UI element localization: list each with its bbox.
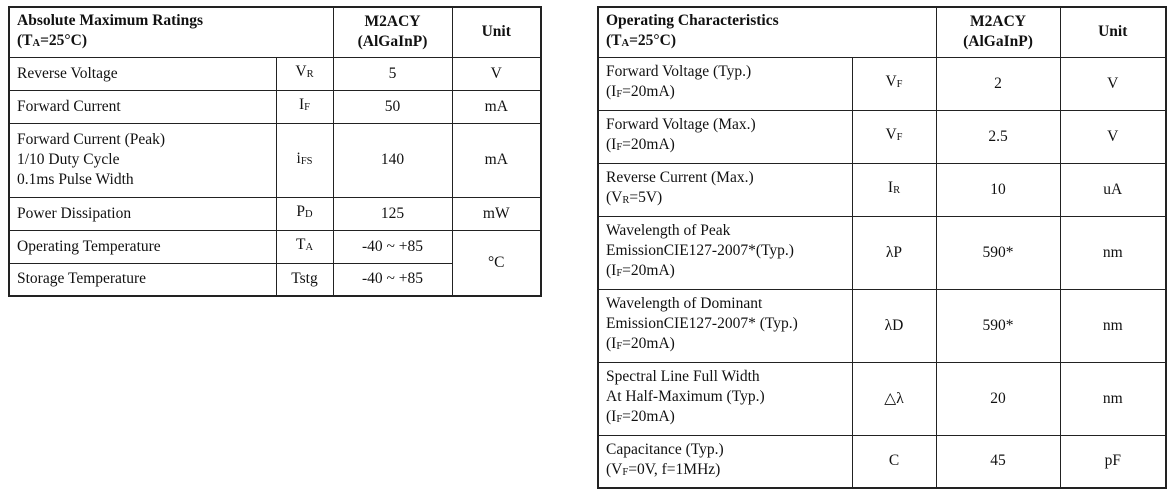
table-header-row: Absolute Maximum Ratings (TA=25°C) M2ACY… (8, 6, 542, 58)
table-row: Forward Voltage (Typ.) (IF=20mA) VF 2 V (597, 56, 1167, 111)
param-cell: Forward Voltage (Max.) (IF=20mA) (597, 109, 853, 164)
param-cell: Reverse Voltage (8, 56, 277, 91)
value-cell: -40 ~ +85 (332, 229, 453, 264)
table-title-cell: Operating Characteristics (TA=25°C) (597, 6, 937, 58)
param-cell: Forward Current (Peak) 1/10 Duty Cycle 0… (8, 122, 277, 198)
table-row: Forward Voltage (Max.) (IF=20mA) VF 2.5 … (597, 109, 1167, 164)
table-row: Spectral Line Full Width At Half-Maximum… (597, 361, 1167, 436)
symbol-cell: VF (851, 56, 937, 111)
value-cell: 45 (935, 434, 1061, 489)
param-cell: Forward Current (8, 89, 277, 124)
unit-cell: nm (1059, 215, 1167, 290)
table-row: Power Dissipation PD 125 mW (8, 196, 542, 231)
value-cell: 10 (935, 162, 1061, 217)
value-cell: 590* (935, 288, 1061, 363)
unit-cell: V (1059, 109, 1167, 164)
value-cell: 2.5 (935, 109, 1061, 164)
param-cell: Operating Temperature (8, 229, 277, 264)
part-number-header: M2ACY (AlGaInP) (935, 6, 1061, 58)
unit-header: Unit (451, 6, 542, 58)
param-cell: Capacitance (Typ.) (VF=0V, f=1MHz) (597, 434, 853, 489)
table-title: Operating Characteristics (606, 11, 779, 29)
symbol-cell: IF (275, 89, 334, 124)
table-row: Operating Temperature TA -40 ~ +85 °C (8, 229, 542, 297)
absolute-maximum-ratings-table: Absolute Maximum Ratings (TA=25°C) M2ACY… (8, 6, 543, 297)
param-cell: Spectral Line Full Width At Half-Maximum… (597, 361, 853, 436)
table-condition: (TA=25°C) (17, 31, 87, 49)
table-row: Wavelength of Peak EmissionCIE127-2007*(… (597, 215, 1167, 290)
symbol-cell: IR (851, 162, 937, 217)
value-cell: 5 (332, 56, 453, 91)
table-title-cell: Absolute Maximum Ratings (TA=25°C) (8, 6, 334, 58)
unit-cell: mW (451, 196, 542, 231)
value-cell: 140 (332, 122, 453, 198)
table-header-row: Operating Characteristics (TA=25°C) M2AC… (597, 6, 1167, 58)
value-cell: 125 (332, 196, 453, 231)
symbol-cell: Tstg (275, 262, 334, 297)
unit-cell: °C (451, 229, 542, 297)
table-row: Capacitance (Typ.) (VF=0V, f=1MHz) C 45 … (597, 434, 1167, 489)
unit-cell: mA (451, 122, 542, 198)
value-cell: 590* (935, 215, 1061, 290)
table-row: Forward Current (Peak) 1/10 Duty Cycle 0… (8, 122, 542, 198)
param-cell: Power Dissipation (8, 196, 277, 231)
unit-cell: uA (1059, 162, 1167, 217)
symbol-cell: iFS (275, 122, 334, 198)
unit-cell: V (1059, 56, 1167, 111)
param-cell: Reverse Current (Max.) (VR=5V) (597, 162, 853, 217)
table-row: Reverse Current (Max.) (VR=5V) IR 10 uA (597, 162, 1167, 217)
value-cell: -40 ~ +85 (332, 262, 453, 297)
unit-cell: nm (1059, 361, 1167, 436)
symbol-cell: PD (275, 196, 334, 231)
param-cell: Wavelength of Dominant EmissionCIE127-20… (597, 288, 853, 363)
table-condition: (TA=25°C) (606, 31, 676, 49)
table-title: Absolute Maximum Ratings (17, 11, 204, 29)
unit-cell: pF (1059, 434, 1167, 489)
unit-cell: mA (451, 89, 542, 124)
symbol-cell: VF (851, 109, 937, 164)
table-row: Reverse Voltage VR 5 V (8, 56, 542, 91)
symbol-cell: △λ (851, 361, 937, 436)
operating-characteristics-table: Operating Characteristics (TA=25°C) M2AC… (597, 6, 1167, 489)
value-cell: 50 (332, 89, 453, 124)
table-row: Storage Temperature Tstg -40 ~ +85 (8, 262, 541, 297)
unit-header: Unit (1059, 6, 1167, 58)
symbol-cell: VR (275, 56, 334, 91)
part-number-header: M2ACY (AlGaInP) (332, 6, 453, 58)
param-cell: Storage Temperature (8, 262, 277, 297)
table-row: Forward Current IF 50 mA (8, 89, 542, 124)
symbol-cell: λD (851, 288, 937, 363)
symbol-cell: TA (275, 229, 334, 264)
param-cell: Forward Voltage (Typ.) (IF=20mA) (597, 56, 853, 111)
value-cell: 2 (935, 56, 1061, 111)
symbol-cell: C (851, 434, 937, 489)
param-cell: Wavelength of Peak EmissionCIE127-2007*(… (597, 215, 853, 290)
unit-cell: nm (1059, 288, 1167, 363)
symbol-cell: λP (851, 215, 937, 290)
unit-cell: V (451, 56, 542, 91)
table-row: Wavelength of Dominant EmissionCIE127-20… (597, 288, 1167, 363)
value-cell: 20 (935, 361, 1061, 436)
